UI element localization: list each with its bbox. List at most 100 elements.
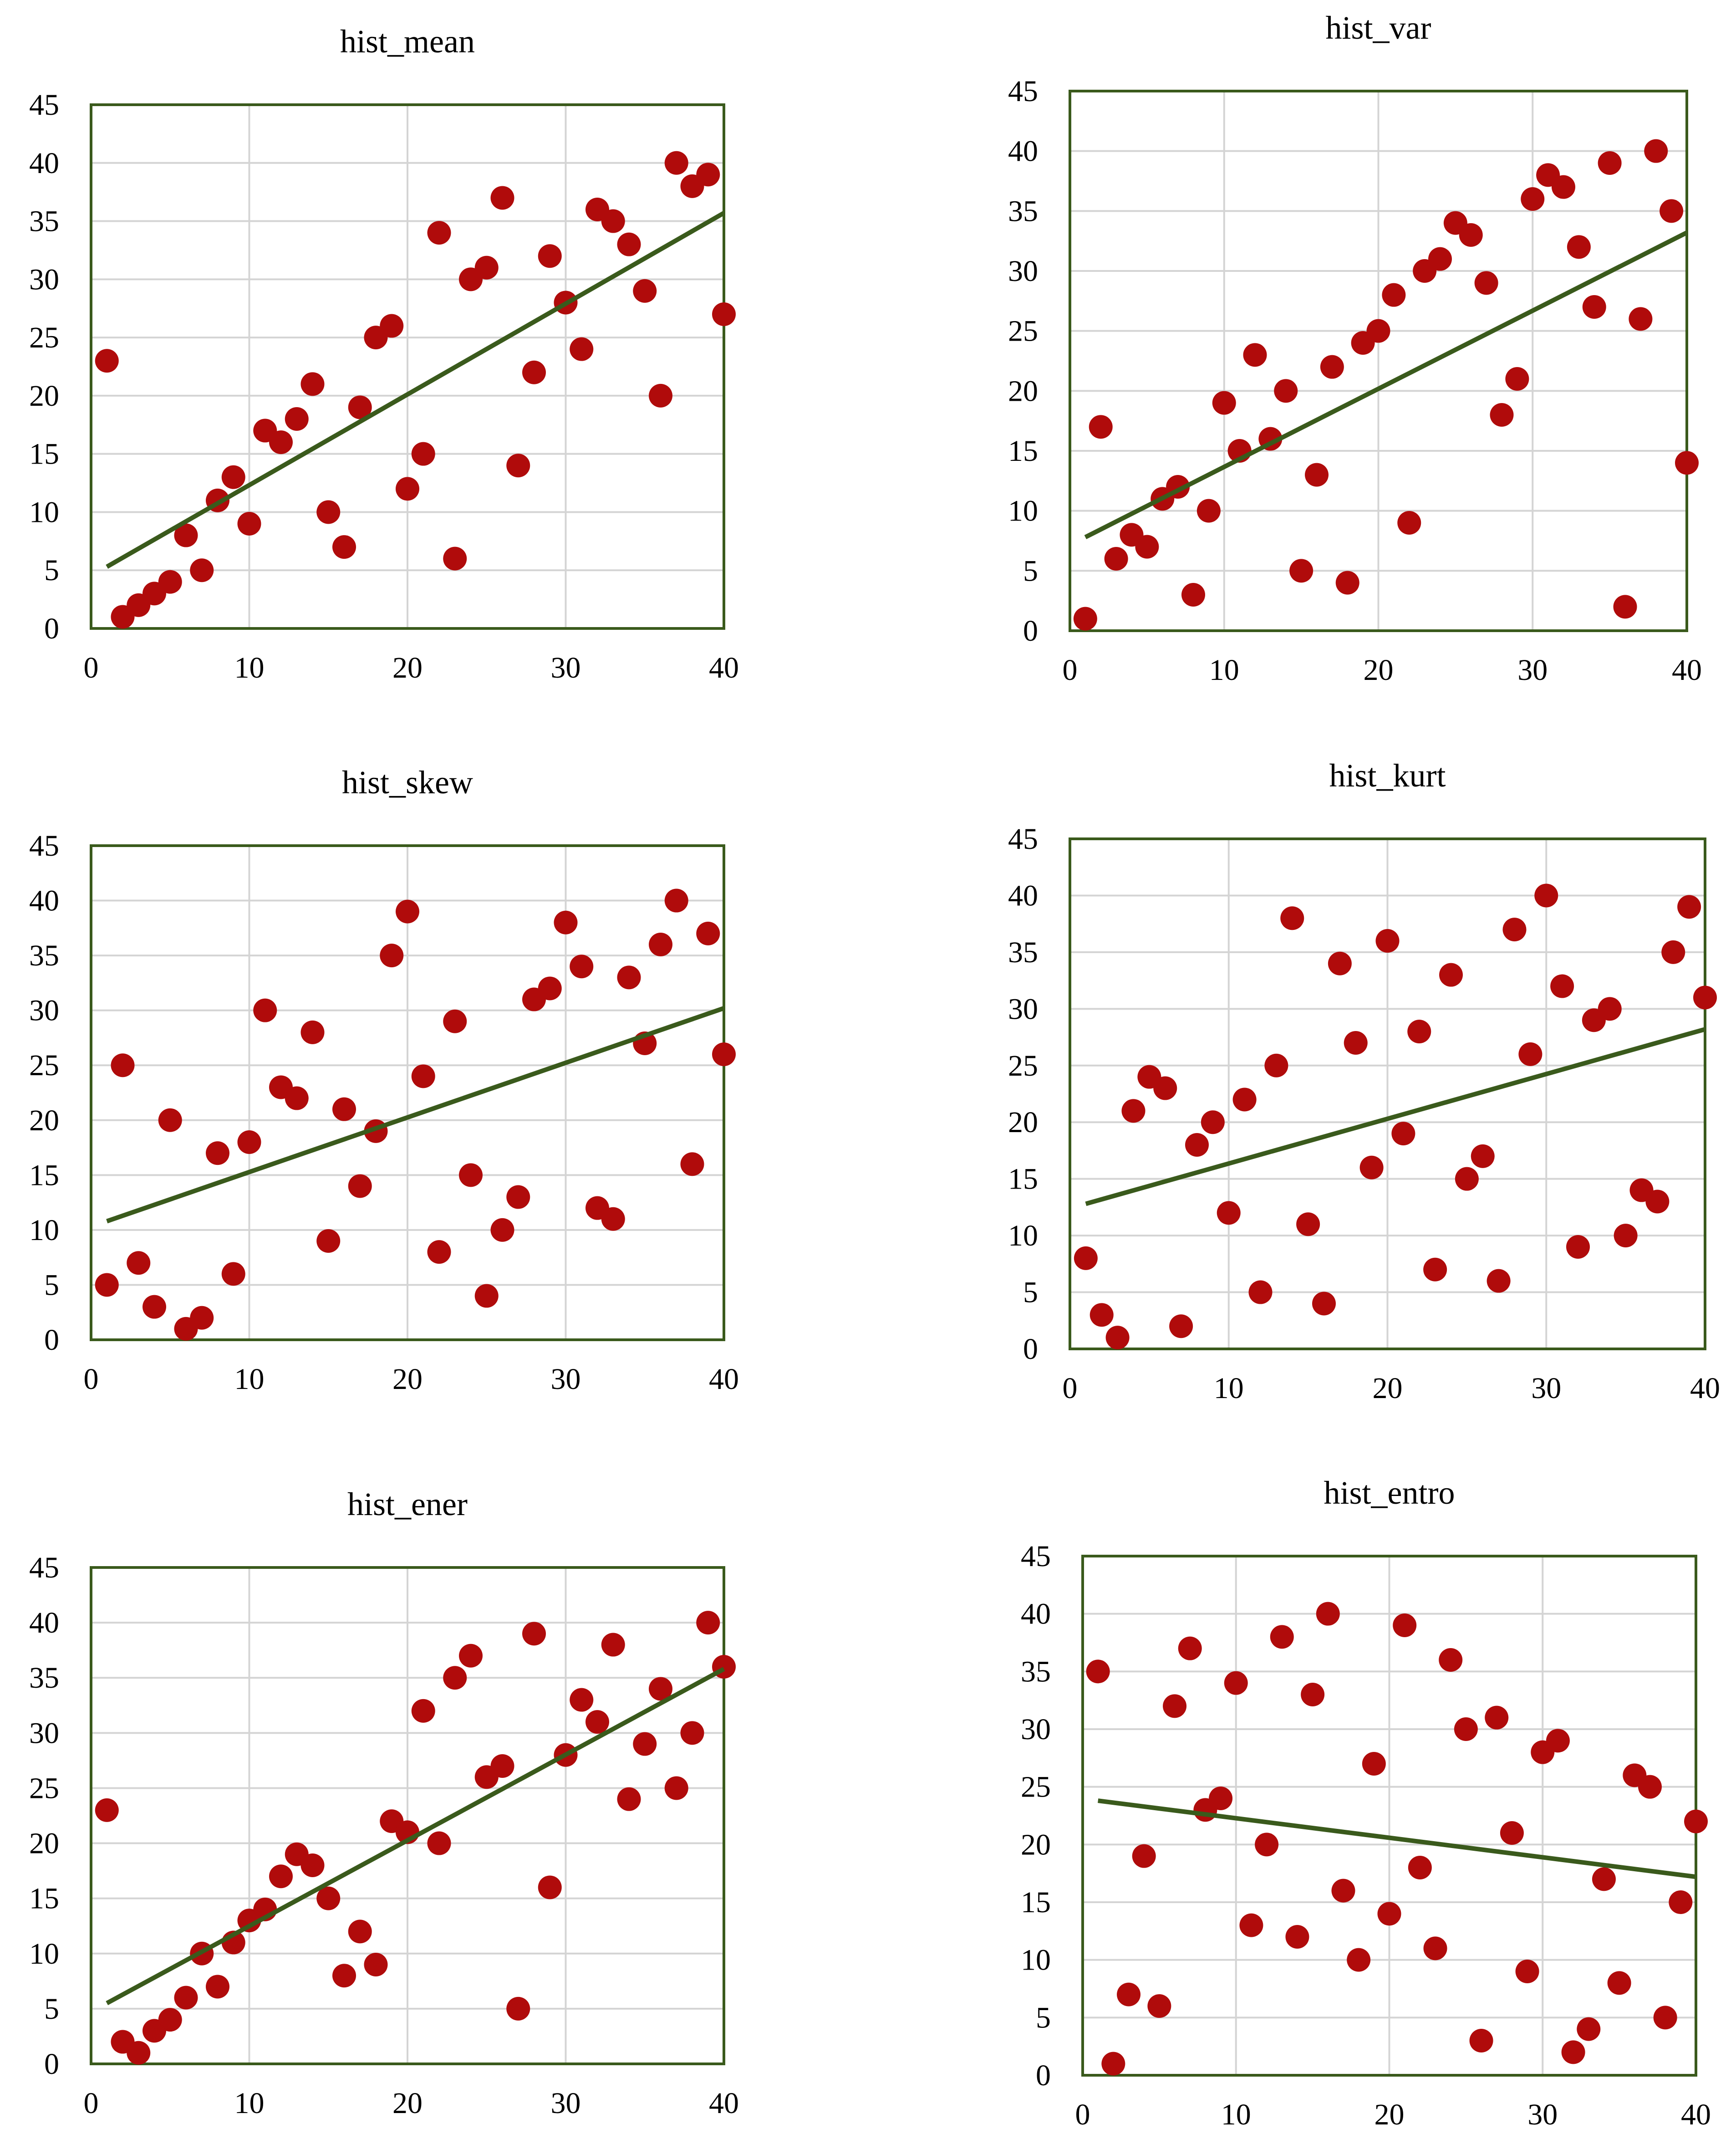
hist-var-ytick-label: 20	[1008, 374, 1038, 408]
hist-var-ytick-label: 5	[1023, 554, 1038, 587]
hist-ener-ytick-label: 25	[29, 1772, 59, 1805]
hist-var-point	[1196, 499, 1221, 523]
hist-var-point	[1366, 319, 1390, 343]
panel-hist-skew: hist_skew 0 5 10 15 20 25 30 35 40 45 0 10 20 30 40	[29, 764, 739, 1396]
hist-entro-point	[1362, 1752, 1386, 1776]
hist-kurt-point	[1375, 929, 1400, 953]
hist-var-point	[1289, 559, 1313, 583]
hist-var-point	[1675, 451, 1699, 475]
hist-kurt-point	[1089, 1303, 1114, 1327]
hist-kurt-ytick-label: 15	[1008, 1163, 1038, 1196]
hist-kurt-point	[1502, 918, 1527, 942]
hist-mean-ytick-label: 0	[44, 612, 59, 645]
hist-kurt-point	[1153, 1076, 1177, 1100]
hist-ener-point	[680, 1721, 704, 1745]
hist-ener-point	[443, 1666, 467, 1690]
panel-hist-mean: hist_mean 0 5 10 15 20 25 30 35 40 45 0 10 20 30 40	[29, 23, 739, 684]
hist-var-point	[1567, 235, 1591, 259]
hist-skew-point	[427, 1240, 451, 1264]
hist-ener-ytick-label: 40	[29, 1606, 59, 1639]
hist-entro-point	[1393, 1613, 1417, 1637]
hist-var-xtick-label: 40	[1672, 653, 1702, 687]
hist-kurt-point	[1296, 1212, 1320, 1236]
hist-ener-ytick-label: 0	[44, 2047, 59, 2081]
hist-skew-ytick-label: 10	[29, 1214, 59, 1247]
hist-kurt-point	[1423, 1257, 1447, 1281]
hist-ener-point	[506, 1996, 530, 2021]
hist-mean-ytick-label: 45	[29, 88, 59, 122]
hist-ener-xtick-label: 20	[392, 2087, 423, 2120]
hist-kurt-point	[1232, 1087, 1257, 1112]
hist-skew-point	[332, 1097, 356, 1121]
hist-entro-ytick-label: 0	[1036, 2059, 1051, 2092]
hist-mean-point	[474, 255, 499, 280]
hist-skew-xtick-label: 0	[84, 1363, 99, 1396]
hist-kurt-point	[1169, 1314, 1193, 1338]
hist-skew-point	[712, 1042, 736, 1067]
hist-mean-point	[332, 535, 356, 559]
hist-ener-point	[300, 1853, 325, 1877]
hist-ener-point	[348, 1920, 372, 1944]
hist-skew-point	[143, 1295, 166, 1319]
hist-entro-point	[1086, 1659, 1110, 1684]
hist-var-point	[1521, 187, 1545, 211]
hist-var-point	[1212, 391, 1236, 415]
hist-skew-ytick-label: 45	[29, 829, 59, 863]
hist-skew-point	[696, 921, 720, 945]
hist-var-point	[1274, 379, 1298, 403]
panel-hist-entro: hist_entro 0 5 10 15 20 25 30 35 40 45 0 10 20 30 40	[1021, 1475, 1711, 2131]
hist-entro-point	[1347, 1948, 1371, 1972]
hist-var-point	[1181, 583, 1205, 607]
hist-skew-point	[411, 1064, 435, 1088]
hist-skew-point	[617, 965, 641, 990]
hist-kurt-point	[1312, 1292, 1336, 1316]
hist-kurt-xtick-label: 20	[1373, 1372, 1403, 1405]
hist-mean-point	[380, 314, 404, 338]
hist-entro-point	[1454, 1717, 1478, 1741]
hist-var-point	[1335, 571, 1359, 595]
hist-entro-ytick-label: 30	[1021, 1713, 1051, 1746]
hist-mean-xtick-label: 30	[551, 651, 581, 684]
hist-kurt-plot-frame	[1069, 837, 1706, 1350]
hist-entro-xtick-label: 0	[1075, 2098, 1090, 2131]
hist-var-xtick-label: 20	[1364, 653, 1394, 687]
hist-var-ytick-label: 0	[1023, 614, 1038, 648]
hist-kurt-point	[1455, 1167, 1479, 1191]
hist-var-point	[1428, 247, 1452, 271]
hist-entro-point	[1331, 1879, 1355, 1903]
hist-entro-point	[1469, 2029, 1493, 2052]
hist-mean-xtick-label: 0	[84, 651, 99, 684]
hist-ener-ytick-label: 15	[29, 1882, 59, 1915]
hist-entro-point	[1546, 1729, 1570, 1753]
hist-ener-ytick-label: 30	[29, 1716, 59, 1750]
hist-ener-point	[174, 1986, 198, 2010]
hist-mean-ytick-label: 10	[29, 495, 59, 529]
hist-skew-point	[111, 1053, 135, 1077]
hist-var-point	[1320, 355, 1344, 379]
hist-skew-point	[554, 910, 578, 934]
hist-ener-point	[617, 1787, 641, 1811]
hist-mean-ytick-label: 25	[29, 321, 59, 354]
hist-kurt-ytick-label: 30	[1008, 992, 1038, 1026]
hist-var-point	[1598, 151, 1622, 175]
hist-kurt-point	[1344, 1031, 1368, 1055]
hist-skew-ytick-label: 20	[29, 1104, 59, 1137]
hist-kurt-point	[1693, 985, 1717, 1010]
hist-mean-trendline	[106, 211, 725, 569]
hist-var-point	[1382, 283, 1406, 307]
hist-mean-point	[221, 465, 245, 489]
hist-kurt-point	[1359, 1155, 1384, 1179]
hist-ener-point	[364, 1953, 388, 1976]
hist-kurt-point	[1645, 1190, 1670, 1214]
hist-skew-point	[474, 1284, 499, 1308]
hist-ener-xtick-label: 0	[84, 2087, 99, 2120]
hist-mean-title: hist_mean	[340, 23, 475, 60]
hist-entro-point	[1270, 1625, 1294, 1649]
hist-mean-point	[633, 279, 657, 303]
hist-ener-point	[316, 1886, 341, 1910]
hist-ener-point	[522, 1622, 546, 1646]
hist-mean-xtick-label: 10	[234, 651, 265, 684]
hist-mean-plot-frame	[90, 103, 725, 630]
hist-skew-point	[158, 1108, 182, 1132]
